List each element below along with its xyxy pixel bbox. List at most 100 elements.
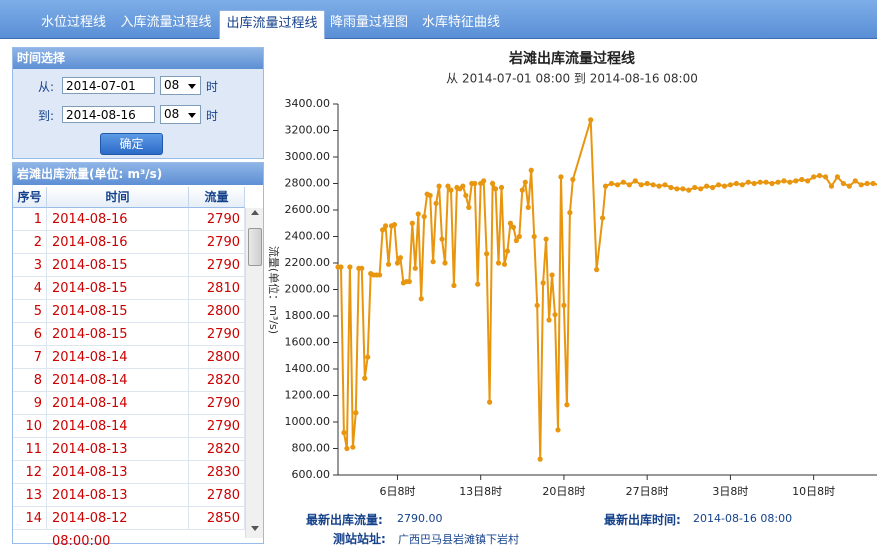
data-point <box>489 180 496 187</box>
data-point <box>537 456 543 462</box>
table-cell: 2820 <box>189 438 245 461</box>
data-point <box>561 302 567 308</box>
y-tick-label: 2200.00 <box>285 256 331 269</box>
data-point <box>558 174 564 180</box>
data-point <box>733 180 739 187</box>
data-point <box>510 224 516 230</box>
table-cell: 2014-08-13 14:00:00 <box>47 461 189 503</box>
from-hour-select[interactable]: 08 <box>160 76 201 95</box>
tab[interactable]: 降雨量过程图 <box>329 15 408 30</box>
scrollbar[interactable] <box>245 208 263 538</box>
tab[interactable]: 水位过程线 <box>40 15 106 30</box>
table-cell: 2800 <box>189 300 245 323</box>
data-point <box>632 178 638 184</box>
table-title: 岩滩出库流量(单位: m³/s) <box>13 163 263 185</box>
table-cell: 2790 <box>189 392 245 415</box>
data-point <box>715 182 722 188</box>
data-point <box>739 182 745 188</box>
data-point <box>686 187 692 193</box>
data-point <box>692 184 698 191</box>
data-point <box>353 410 359 416</box>
data-point <box>427 192 433 199</box>
table-cell: 2014-08-16 08:00:00 <box>47 208 189 250</box>
data-point <box>507 220 514 226</box>
column-header: 时间 <box>47 187 189 208</box>
data-point <box>787 179 793 185</box>
tab[interactable]: 出库流量过程线 <box>219 10 325 39</box>
table-cell: 2780 <box>189 484 245 507</box>
table-cell: 1 <box>13 208 47 231</box>
data-point <box>531 233 537 240</box>
data-point <box>350 444 356 450</box>
data-point <box>570 176 576 183</box>
y-tick-label: 600.00 <box>292 468 331 481</box>
data-point <box>463 192 469 199</box>
from-date-input[interactable]: 2014-07-01 <box>62 77 155 94</box>
data-point <box>822 174 829 180</box>
to-label: 到: <box>38 109 55 123</box>
data-point <box>620 179 626 185</box>
y-tick-label: 2800.00 <box>285 177 331 190</box>
data-point <box>751 180 757 187</box>
data-point <box>418 296 424 302</box>
y-tick-label: 2600.00 <box>285 203 331 216</box>
to-hour-select[interactable]: 08 <box>160 105 201 124</box>
table-cell: 2800 <box>189 346 245 369</box>
to-date-input[interactable]: 2014-08-16 <box>62 106 155 123</box>
table-cell: 2014-08-16 02:00:00 <box>47 231 189 273</box>
data-point <box>852 178 858 184</box>
data-point <box>721 183 728 189</box>
data-point <box>448 187 454 193</box>
data-point <box>344 445 350 452</box>
data-point <box>594 267 600 273</box>
table-cell: 2790 <box>189 415 245 438</box>
data-point <box>793 178 799 184</box>
latest-time: 2014-08-16 08:00 <box>693 512 793 525</box>
data-point <box>811 174 817 180</box>
data-point <box>406 278 412 285</box>
y-tick-label: 2400.00 <box>285 230 331 243</box>
tab-bar: 水位过程线 入库流量过程线 出库流量过程线 降雨量过程图 水库特征曲线 <box>0 0 877 39</box>
x-tick-label: 27日8时 <box>626 485 669 498</box>
data-point <box>495 260 502 266</box>
data-point <box>704 183 710 189</box>
table-cell: 2014-08-14 02:00:00 <box>47 415 189 457</box>
data-point <box>534 302 540 308</box>
data-point <box>439 236 445 242</box>
latest-flow: 2790.00 <box>397 512 443 525</box>
data-point <box>397 255 404 261</box>
y-tick-label: 3200.00 <box>285 124 331 137</box>
scroll-down[interactable] <box>251 526 259 531</box>
table-cell: 13 <box>13 484 47 507</box>
data-point <box>698 186 704 192</box>
data-point <box>466 204 472 210</box>
table-cell: 2850 <box>189 507 245 530</box>
data-point <box>415 211 421 217</box>
table-cell: 2810 <box>189 277 245 300</box>
confirm-button[interactable]: 确定 <box>100 133 163 155</box>
table-cell: 2 <box>13 231 47 254</box>
y-axis-label: 流量(单位：m³/s) <box>267 246 281 334</box>
data-point <box>540 280 546 286</box>
x-tick-label: 3日8时 <box>712 485 748 498</box>
data-point <box>430 259 436 265</box>
data-point <box>602 183 609 189</box>
scroll-thumb[interactable] <box>248 228 262 266</box>
column-header: 序号 <box>13 187 47 208</box>
data-point <box>555 427 561 433</box>
from-label: 从: <box>38 80 55 94</box>
table-cell: 2014-08-13 20:00:00 <box>47 438 189 480</box>
data-point <box>709 184 716 191</box>
scroll-up[interactable] <box>251 210 259 215</box>
data-point <box>359 265 365 271</box>
data-point <box>834 174 841 180</box>
table-cell: 2790 <box>189 208 245 231</box>
tab[interactable]: 水库特征曲线 <box>421 15 500 30</box>
table-cell: 2014-08-14 14:00:00 <box>47 369 189 411</box>
table-cell: 2014-08-14 08:00:00 <box>47 392 189 434</box>
data-point <box>781 178 787 184</box>
tab[interactable]: 入库流量过程线 <box>120 15 212 30</box>
data-point <box>614 182 621 188</box>
table-cell: 7 <box>13 346 47 369</box>
data-point <box>567 210 573 216</box>
